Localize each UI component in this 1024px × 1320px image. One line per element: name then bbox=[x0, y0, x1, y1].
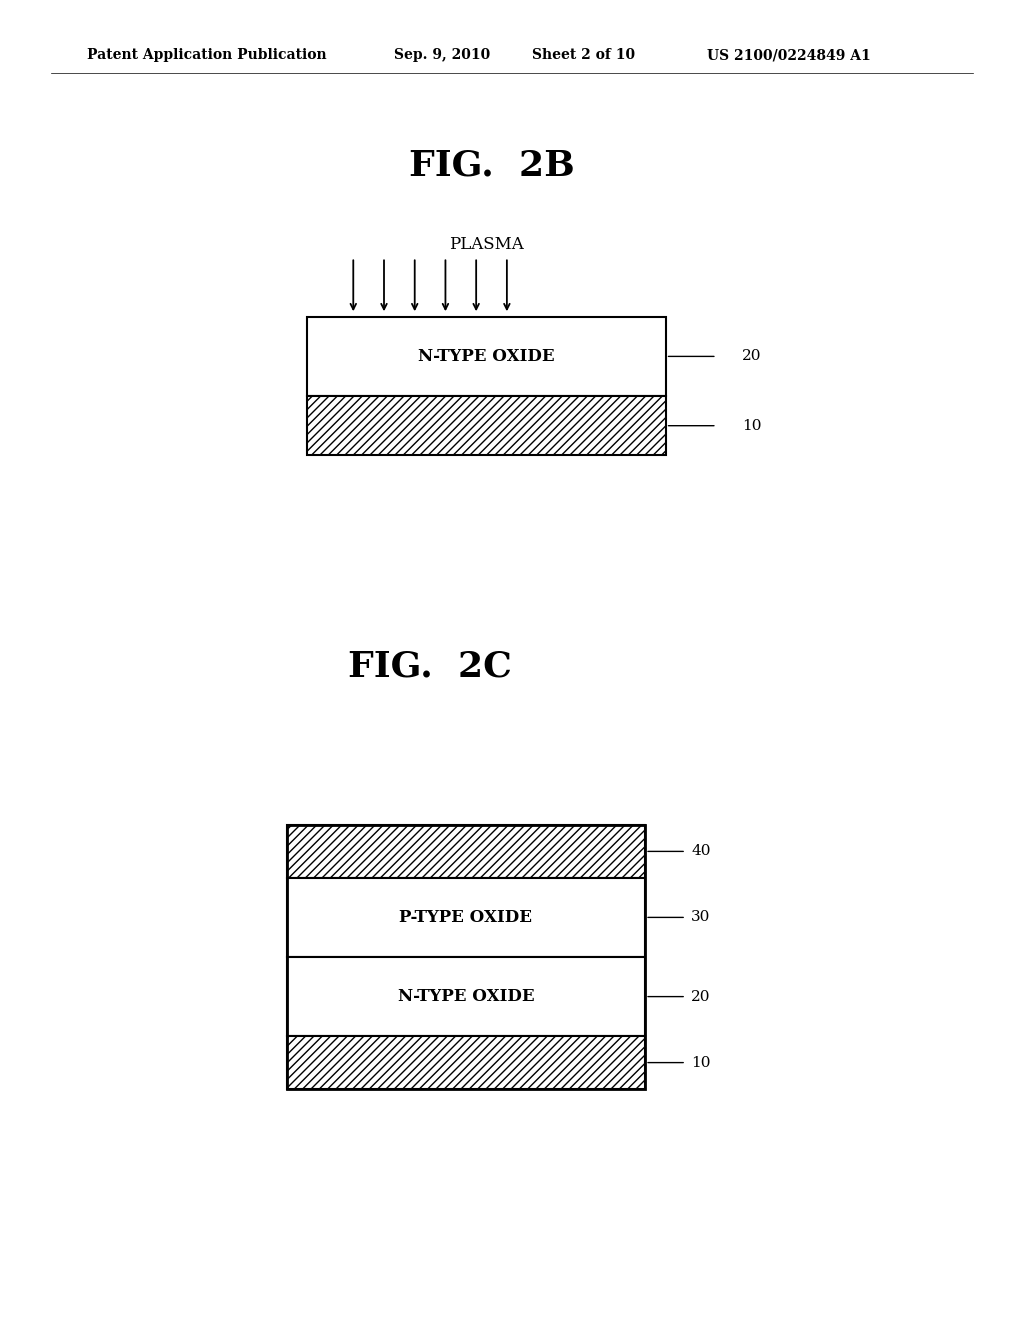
Bar bbox=[287, 825, 645, 1089]
Bar bbox=[287, 957, 645, 1036]
Text: 20: 20 bbox=[691, 990, 711, 1003]
Text: US 2100/0224849 A1: US 2100/0224849 A1 bbox=[707, 49, 870, 62]
Bar bbox=[287, 878, 645, 957]
Text: P-TYPE OXIDE: P-TYPE OXIDE bbox=[399, 909, 532, 925]
Text: Patent Application Publication: Patent Application Publication bbox=[87, 49, 327, 62]
Text: N-TYPE OXIDE: N-TYPE OXIDE bbox=[418, 348, 555, 364]
Bar bbox=[307, 396, 666, 455]
Text: 10: 10 bbox=[742, 418, 762, 433]
Text: PLASMA: PLASMA bbox=[450, 236, 523, 252]
Text: Sep. 9, 2010: Sep. 9, 2010 bbox=[394, 49, 490, 62]
Bar bbox=[287, 825, 645, 878]
Text: FIG.  2C: FIG. 2C bbox=[348, 649, 512, 684]
Text: N-TYPE OXIDE: N-TYPE OXIDE bbox=[397, 989, 535, 1005]
Text: FIG.  2B: FIG. 2B bbox=[409, 148, 574, 182]
Bar bbox=[307, 317, 666, 396]
Bar bbox=[287, 1036, 645, 1089]
Text: 30: 30 bbox=[691, 911, 711, 924]
Text: 40: 40 bbox=[691, 845, 711, 858]
Text: 20: 20 bbox=[742, 350, 762, 363]
Text: Sheet 2 of 10: Sheet 2 of 10 bbox=[532, 49, 636, 62]
Text: 10: 10 bbox=[691, 1056, 711, 1069]
